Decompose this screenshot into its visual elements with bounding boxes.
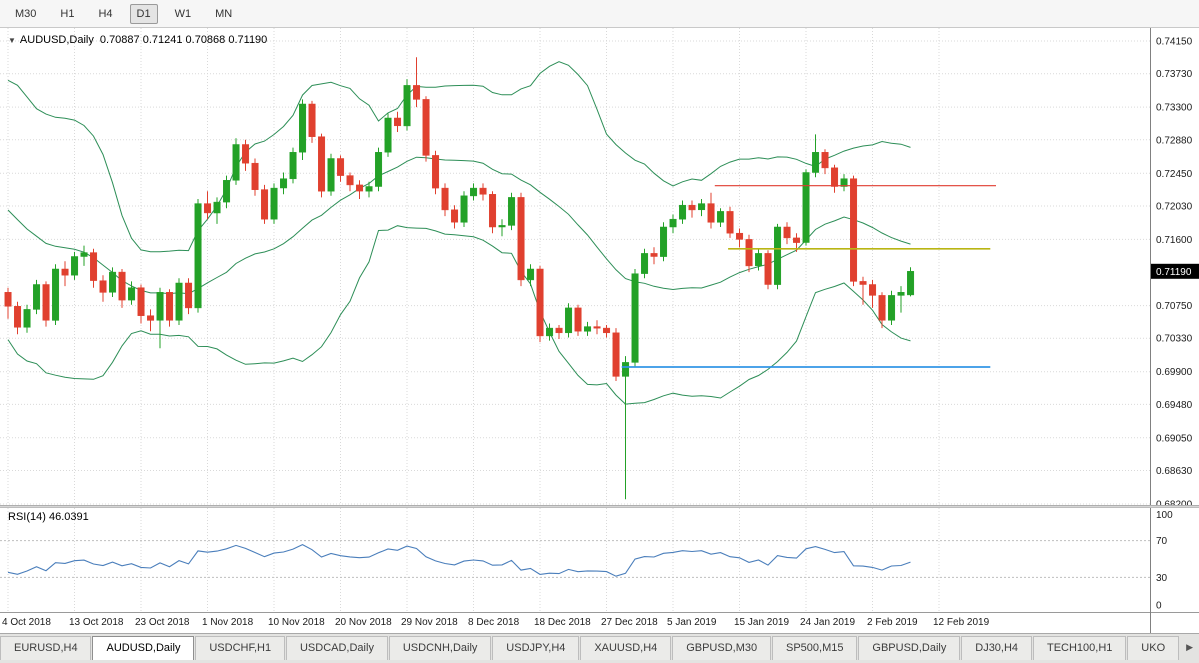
- chart-tab-eurusd-h4[interactable]: EURUSD,H4: [0, 636, 92, 660]
- chart-tab-bar: EURUSD,H4 AUDUSD,Daily USDCHF,H1 USDCAD,Dai…: [0, 633, 1199, 663]
- svg-text:0.69900: 0.69900: [1156, 367, 1193, 378]
- svg-text:0.73300: 0.73300: [1156, 103, 1193, 114]
- chart-tab-audusd-daily[interactable]: AUDUSD,Daily: [92, 636, 195, 660]
- svg-text:0.68630: 0.68630: [1156, 466, 1193, 477]
- svg-text:0.72880: 0.72880: [1156, 135, 1193, 146]
- candlestick-chart[interactable]: 0.74150 0.73730 0.73300 0.72880 0.72450 0.720…: [0, 28, 1199, 505]
- svg-text:0.69480: 0.69480: [1156, 400, 1193, 411]
- svg-text:0.72450: 0.72450: [1156, 169, 1193, 180]
- date-tick-label: 10 Nov 2018: [268, 617, 325, 628]
- date-tick-label: 4 Oct 2018: [2, 617, 51, 628]
- chart-tab-uko[interactable]: UKO: [1127, 636, 1180, 660]
- date-tick-label: 15 Jan 2019: [734, 617, 790, 628]
- timeframe-button-m30[interactable]: M30: [15, 7, 37, 20]
- bollinger-lower-line: [7, 225, 911, 405]
- candlestick-series: [4, 57, 915, 500]
- date-tick-label: 8 Dec 2018: [468, 617, 520, 628]
- timeframe-button-w1[interactable]: W1: [174, 7, 192, 20]
- svg-text:0.72030: 0.72030: [1156, 202, 1193, 213]
- current-price-tag: 0.71190: [1151, 263, 1199, 279]
- date-tick-label: 1 Nov 2018: [202, 617, 254, 628]
- date-tick-label: 27 Dec 2018: [601, 617, 658, 628]
- bollinger-upper-line: [7, 61, 911, 253]
- svg-text:100: 100: [1156, 510, 1173, 521]
- rsi-indicator-panel[interactable]: RSI(14) 46.0391 100 70 30 0: [0, 508, 1199, 612]
- rsi-axis-labels[interactable]: 100 70 30 0: [1156, 510, 1173, 612]
- chart-tab-gbpusd-daily[interactable]: GBPUSD,Daily: [858, 636, 961, 660]
- svg-text:30: 30: [1156, 573, 1168, 584]
- timeframe-button-h4[interactable]: H4: [98, 7, 113, 20]
- chart-tab-usdjpy-h4[interactable]: USDJPY,H4: [492, 636, 580, 660]
- svg-text:0.74150: 0.74150: [1156, 37, 1193, 48]
- chart-tab-dj30-h4[interactable]: DJ30,H4: [961, 636, 1032, 660]
- svg-text:0.70330: 0.70330: [1156, 334, 1193, 345]
- chart-ohlc-values: 0.70887 0.71241 0.70868 0.71190: [99, 34, 268, 46]
- tab-scroll-right-button[interactable]: ▶: [1186, 642, 1194, 652]
- rsi-line: [7, 543, 911, 577]
- chart-tab-sp500-m15[interactable]: SP500,M15: [772, 636, 858, 660]
- svg-text:0: 0: [1156, 601, 1162, 612]
- chart-title: AUDUSD,Daily: [19, 34, 94, 46]
- date-tick-label: 20 Nov 2018: [335, 617, 392, 628]
- svg-text:0.70750: 0.70750: [1156, 301, 1193, 312]
- date-tick-label: 12 Feb 2019: [933, 617, 990, 628]
- date-tick-label: 29 Nov 2018: [401, 617, 458, 628]
- chart-tab-tech100-h1[interactable]: TECH100,H1: [1032, 636, 1127, 660]
- main-chart-svg[interactable]: 0.74150 0.73730 0.73300 0.72880 0.72450 0.720…: [0, 28, 1199, 505]
- chart-tab-usdcnh-daily[interactable]: USDCNH,Daily: [388, 636, 492, 660]
- chart-tab-xauusd-h4[interactable]: XAUUSD,H4: [580, 636, 672, 660]
- rsi-label: RSI(14) 46.0391: [8, 511, 89, 523]
- chart-tab-usdcad-daily[interactable]: USDCAD,Daily: [285, 636, 388, 660]
- svg-text:0.73730: 0.73730: [1156, 69, 1193, 80]
- rsi-svg[interactable]: 100 70 30 0: [0, 508, 1199, 612]
- svg-text:70: 70: [1156, 536, 1168, 547]
- axis-divider: [1150, 612, 1151, 633]
- svg-text:0.71600: 0.71600: [1156, 235, 1193, 246]
- svg-text:0.68200: 0.68200: [1156, 500, 1193, 506]
- panel-splitter[interactable]: [0, 505, 1199, 508]
- date-tick-label: 13 Oct 2018: [69, 617, 124, 628]
- timeframe-button-d1[interactable]: D1: [129, 3, 158, 24]
- rsi-chart[interactable]: 100 70 30 0: [0, 508, 1199, 612]
- chart-tab-gbpusd-m30[interactable]: GBPUSD,M30: [672, 636, 771, 660]
- date-tick-label: 24 Jan 2019: [800, 617, 856, 628]
- date-tick-label: 23 Oct 2018: [135, 617, 190, 628]
- time-axis[interactable]: 4 Oct 2018 13 Oct 2018 23 Oct 2018 1 Nov 20…: [0, 612, 1199, 633]
- price-axis-labels[interactable]: 0.74150 0.73730 0.73300 0.72880 0.72450 0.720…: [1156, 37, 1193, 506]
- svg-text:0.71190: 0.71190: [1156, 267, 1192, 278]
- chart-tab-usdchf-h1[interactable]: USDCHF,H1: [195, 636, 285, 660]
- chart-menu-triangle-icon[interactable]: ▼: [8, 36, 16, 45]
- svg-text:0.69050: 0.69050: [1156, 433, 1193, 444]
- timeframe-toolbar: M30 H1 H4 D1 W1 MN: [0, 0, 1199, 28]
- timeframe-button-mn[interactable]: MN: [215, 7, 233, 20]
- date-tick-label: 18 Dec 2018: [534, 617, 591, 628]
- date-tick-label: 2 Feb 2019: [867, 617, 918, 628]
- timeframe-button-h1[interactable]: H1: [60, 7, 75, 20]
- chart-header: ▼ AUDUSD,Daily 0.70887 0.71241 0.70868 0.7…: [8, 34, 267, 46]
- main-chart-panel[interactable]: ▼ AUDUSD,Daily 0.70887 0.71241 0.70868 0.7…: [0, 28, 1199, 505]
- date-tick-label: 5 Jan 2019: [667, 617, 717, 628]
